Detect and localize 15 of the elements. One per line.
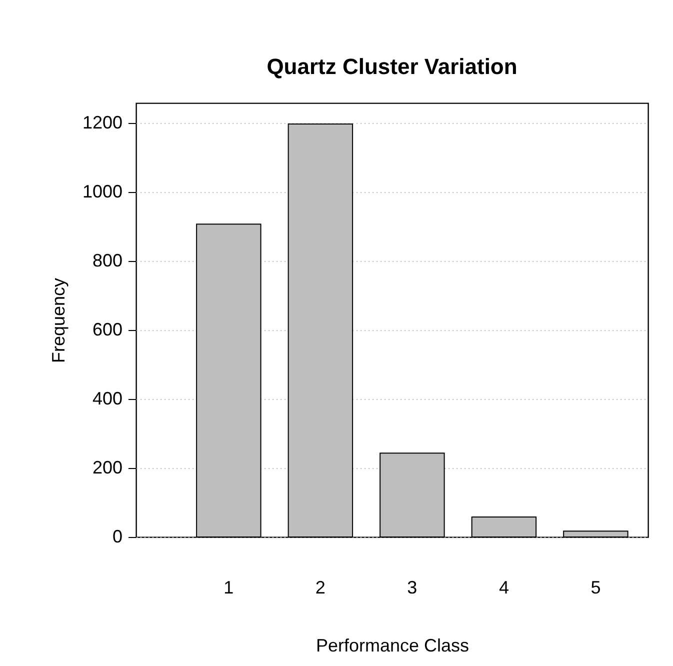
y-axis-title: Frequency [48, 278, 68, 364]
y-tick-label: 1200 [82, 112, 122, 133]
y-tick-label: 600 [92, 320, 122, 340]
y-tick-label: 200 [92, 458, 122, 478]
x-tick-label: 1 [224, 578, 234, 598]
x-tick-label: 3 [407, 578, 418, 598]
chart-title: Quartz Cluster Variation [266, 54, 518, 79]
x-tick-label: 2 [315, 578, 326, 598]
y-tick-label: 1000 [82, 182, 122, 202]
y-tick-label: 800 [92, 250, 122, 271]
x-tick-label: 5 [590, 578, 601, 598]
y-tick-label: 0 [112, 526, 122, 546]
y-tick-label: 400 [92, 388, 122, 409]
x-axis-title: Performance Class [316, 636, 470, 656]
x-tick-label: 4 [498, 578, 509, 598]
